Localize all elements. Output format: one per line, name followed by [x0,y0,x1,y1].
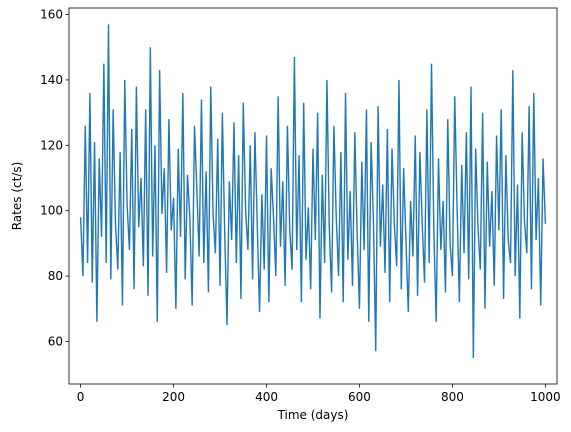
y-axis-label: Rates (ct/s) [10,162,24,231]
x-tick-label: 400 [255,390,278,404]
x-tick-label: 200 [162,390,185,404]
y-axis: 60 80 100 120 140 160 [40,8,69,348]
x-tick-label: 0 [77,390,85,404]
y-tick-label: 80 [48,269,63,283]
x-tick-label: 800 [441,390,464,404]
y-tick-label: 100 [40,204,63,218]
axes-frame [68,7,558,385]
y-tick-label: 140 [40,73,63,87]
x-axis: 0 200 400 600 800 1000 [77,384,561,404]
y-tick-label: 60 [48,334,63,348]
y-tick-label: 120 [40,138,63,152]
x-tick-label: 1000 [530,390,561,404]
series-line-0 [79,24,547,358]
x-axis-label: Time (days) [277,408,349,422]
x-tick-label: 600 [348,390,371,404]
y-tick-label: 160 [40,8,63,22]
plot-area [79,24,547,358]
